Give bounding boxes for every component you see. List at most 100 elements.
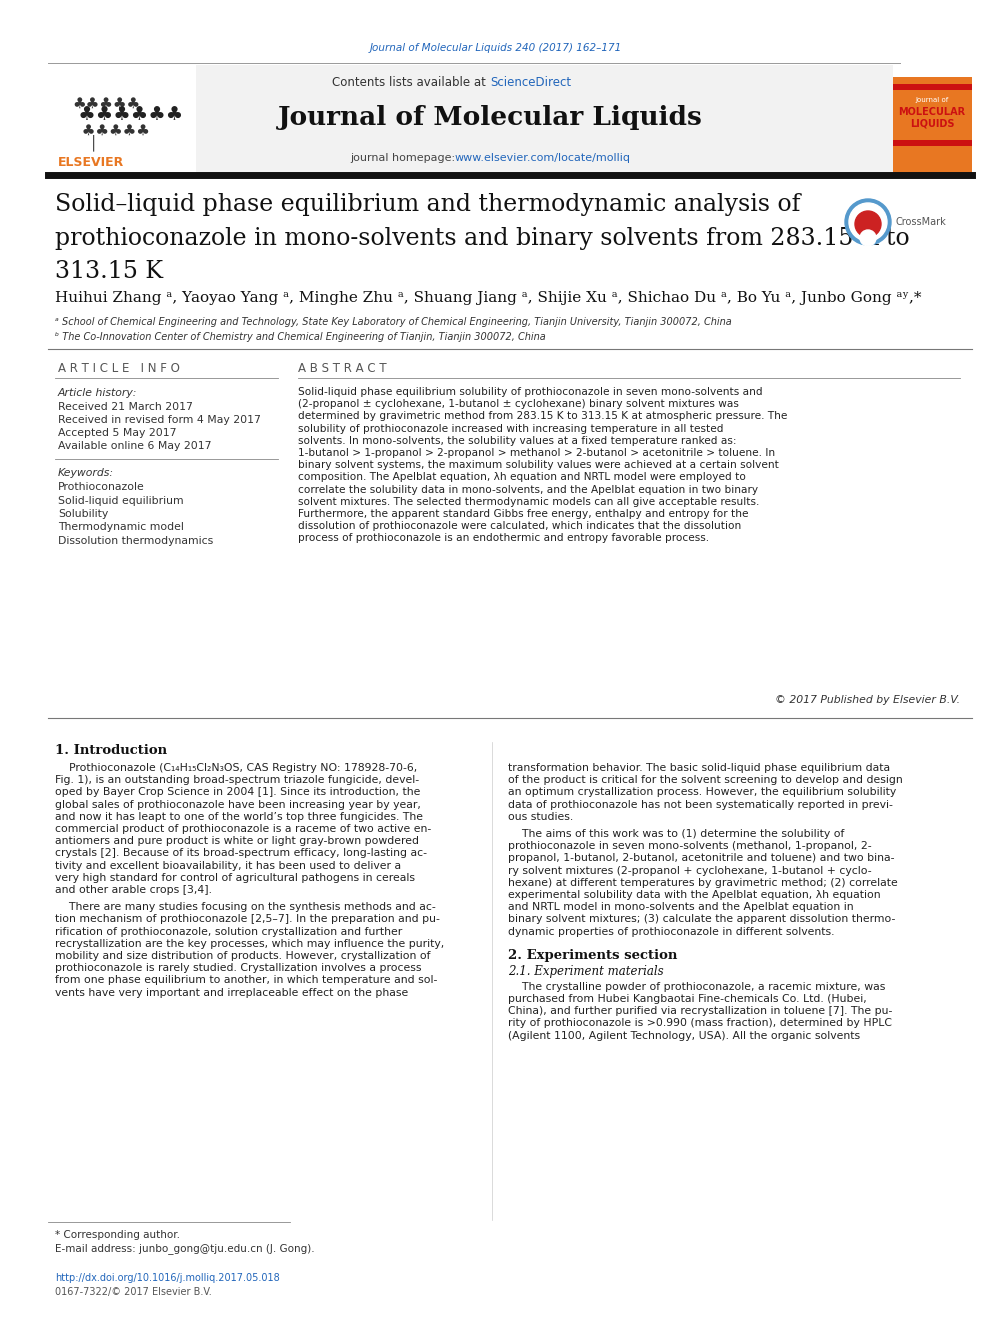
Text: Accepted 5 May 2017: Accepted 5 May 2017 xyxy=(58,429,177,438)
Text: China), and further purified via recrystallization in toluene [7]. The pu-: China), and further purified via recryst… xyxy=(508,1007,893,1016)
Text: solvents. In mono-solvents, the solubility values at a fixed temperature ranked : solvents. In mono-solvents, the solubili… xyxy=(298,435,736,446)
Text: ᵃ School of Chemical Engineering and Technology, State Key Laboratory of Chemica: ᵃ School of Chemical Engineering and Tec… xyxy=(55,318,732,327)
Text: tivity and excellent bioavailability, it has been used to deliver a: tivity and excellent bioavailability, it… xyxy=(55,860,401,871)
Text: Solid-liquid equilibrium: Solid-liquid equilibrium xyxy=(58,496,184,505)
Text: 1. Introduction: 1. Introduction xyxy=(55,744,167,757)
Text: prothioconazole in mono-solvents and binary solvents from 283.15 K to: prothioconazole in mono-solvents and bin… xyxy=(55,226,910,250)
Circle shape xyxy=(845,198,891,245)
Circle shape xyxy=(849,202,887,241)
Text: prothioconazole is rarely studied. Crystallization involves a process: prothioconazole is rarely studied. Cryst… xyxy=(55,963,422,974)
Text: http://dx.doi.org/10.1016/j.molliq.2017.05.018: http://dx.doi.org/10.1016/j.molliq.2017.… xyxy=(55,1273,280,1283)
Text: * Corresponding author.: * Corresponding author. xyxy=(55,1230,180,1240)
Text: ᵇ The Co-Innovation Center of Chemistry and Chemical Engineering of Tianjin, Tia: ᵇ The Co-Innovation Center of Chemistry … xyxy=(55,332,546,343)
Text: transformation behavior. The basic solid-liquid phase equilibrium data: transformation behavior. The basic solid… xyxy=(508,763,890,773)
Circle shape xyxy=(855,210,881,237)
Text: binary solvent systems, the maximum solubility values were achieved at a certain: binary solvent systems, the maximum solu… xyxy=(298,460,779,470)
Text: Journal of Molecular Liquids: Journal of Molecular Liquids xyxy=(278,106,702,131)
Text: │: │ xyxy=(72,135,98,151)
Text: Fig. 1), is an outstanding broad-spectrum triazole fungicide, devel-: Fig. 1), is an outstanding broad-spectru… xyxy=(55,775,420,785)
Text: ScienceDirect: ScienceDirect xyxy=(490,77,571,90)
Text: CrossMark: CrossMark xyxy=(896,217,946,228)
Text: Received 21 March 2017: Received 21 March 2017 xyxy=(58,402,192,411)
Text: and other arable crops [3,4].: and other arable crops [3,4]. xyxy=(55,885,212,894)
Text: very high standard for control of agricultural pathogens in cereals: very high standard for control of agricu… xyxy=(55,873,415,882)
Text: an optimum crystallization process. However, the equilibrium solubility: an optimum crystallization process. Howe… xyxy=(508,787,896,798)
Text: Keywords:: Keywords: xyxy=(58,468,114,478)
Text: data of prothioconazole has not been systematically reported in previ-: data of prothioconazole has not been sys… xyxy=(508,799,893,810)
Text: (2-propanol ± cyclohexane, 1-butanol ± cyclohexane) binary solvent mixtures was: (2-propanol ± cyclohexane, 1-butanol ± c… xyxy=(298,400,739,409)
Text: global sales of prothioconazole have been increasing year by year,: global sales of prothioconazole have bee… xyxy=(55,799,421,810)
Text: A R T I C L E   I N F O: A R T I C L E I N F O xyxy=(58,361,180,374)
Text: vents have very important and irreplaceable effect on the phase: vents have very important and irreplacea… xyxy=(55,987,409,998)
Text: rity of prothioconazole is >0.990 (mass fraction), determined by HPLC: rity of prothioconazole is >0.990 (mass … xyxy=(508,1019,892,1028)
Text: and NRTL model in mono-solvents and the Apelblat equation in: and NRTL model in mono-solvents and the … xyxy=(508,902,854,912)
Text: solubility of prothioconazole increased with increasing temperature in all teste: solubility of prothioconazole increased … xyxy=(298,423,723,434)
Text: Prothioconazole: Prothioconazole xyxy=(58,482,145,492)
Text: propanol, 1-butanol, 2-butanol, acetonitrile and toluene) and two bina-: propanol, 1-butanol, 2-butanol, acetonit… xyxy=(508,853,895,864)
Text: Journal of: Journal of xyxy=(916,97,948,103)
Text: Dissolution thermodynamics: Dissolution thermodynamics xyxy=(58,536,213,546)
Text: Article history:: Article history: xyxy=(58,388,137,398)
FancyBboxPatch shape xyxy=(893,83,972,90)
Text: 2.1. Experiment materials: 2.1. Experiment materials xyxy=(508,966,664,978)
Text: Solid-liquid phase equilibrium solubility of prothioconazole in seven mono-solve: Solid-liquid phase equilibrium solubilit… xyxy=(298,388,763,397)
Text: Contents lists available at: Contents lists available at xyxy=(332,77,490,90)
Text: process of prothioconazole is an endothermic and entropy favorable process.: process of prothioconazole is an endothe… xyxy=(298,533,709,544)
Text: ♣♣♣♣♣♣: ♣♣♣♣♣♣ xyxy=(72,106,184,124)
Text: Available online 6 May 2017: Available online 6 May 2017 xyxy=(58,441,211,451)
Text: Prothioconazole (C₁₄H₁₅Cl₂N₃OS, CAS Registry NO: 178928-70-6,: Prothioconazole (C₁₄H₁₅Cl₂N₃OS, CAS Regi… xyxy=(55,763,418,773)
Text: (Agilent 1100, Agilent Technology, USA). All the organic solvents: (Agilent 1100, Agilent Technology, USA).… xyxy=(508,1031,860,1041)
Text: MOLECULAR: MOLECULAR xyxy=(899,107,965,116)
Text: © 2017 Published by Elsevier B.V.: © 2017 Published by Elsevier B.V. xyxy=(775,695,960,705)
Text: The aims of this work was to (1) determine the solubility of: The aims of this work was to (1) determi… xyxy=(508,830,844,839)
Text: 2. Experiments section: 2. Experiments section xyxy=(508,950,678,962)
Text: commercial product of prothioconazole is a raceme of two active en-: commercial product of prothioconazole is… xyxy=(55,824,432,833)
Text: ry solvent mixtures (2-propanol + cyclohexane, 1-butanol + cyclo-: ry solvent mixtures (2-propanol + cycloh… xyxy=(508,865,872,876)
Text: correlate the solubility data in mono-solvents, and the Apelblat equation in two: correlate the solubility data in mono-so… xyxy=(298,484,758,495)
Text: journal homepage:: journal homepage: xyxy=(350,153,458,163)
Text: tion mechanism of prothioconazole [2,5–7]. In the preparation and pu-: tion mechanism of prothioconazole [2,5–7… xyxy=(55,914,439,925)
Text: The crystalline powder of prothioconazole, a racemic mixture, was: The crystalline powder of prothioconazol… xyxy=(508,982,886,992)
Text: ELSEVIER: ELSEVIER xyxy=(58,156,124,169)
FancyBboxPatch shape xyxy=(48,65,196,173)
Text: solvent mixtures. The selected thermodynamic models can all give acceptable resu: solvent mixtures. The selected thermodyn… xyxy=(298,497,759,507)
Text: Furthermore, the apparent standard Gibbs free energy, enthalpy and entropy for t: Furthermore, the apparent standard Gibbs… xyxy=(298,509,749,519)
FancyBboxPatch shape xyxy=(893,65,972,77)
Text: mobility and size distribution of products. However, crystallization of: mobility and size distribution of produc… xyxy=(55,951,431,960)
Text: from one phase equilibrium to another, in which temperature and sol-: from one phase equilibrium to another, i… xyxy=(55,975,437,986)
Text: purchased from Hubei Kangbaotai Fine-chemicals Co. Ltd. (Hubei,: purchased from Hubei Kangbaotai Fine-che… xyxy=(508,994,867,1004)
Circle shape xyxy=(860,230,876,246)
Text: crystals [2]. Because of its broad-spectrum efficacy, long-lasting ac-: crystals [2]. Because of its broad-spect… xyxy=(55,848,427,859)
Text: Journal of Molecular Liquids 240 (2017) 162–171: Journal of Molecular Liquids 240 (2017) … xyxy=(370,44,622,53)
Text: Solubility: Solubility xyxy=(58,509,108,519)
Text: A B S T R A C T: A B S T R A C T xyxy=(298,361,387,374)
Text: Thermodynamic model: Thermodynamic model xyxy=(58,523,184,532)
FancyBboxPatch shape xyxy=(48,65,893,173)
Text: recrystallization are the key processes, which may influence the purity,: recrystallization are the key processes,… xyxy=(55,939,444,949)
Text: 0167-7322/© 2017 Elsevier B.V.: 0167-7322/© 2017 Elsevier B.V. xyxy=(55,1287,211,1297)
Text: binary solvent mixtures; (3) calculate the apparent dissolution thermo-: binary solvent mixtures; (3) calculate t… xyxy=(508,914,896,925)
Text: and now it has leapt to one of the world’s top three fungicides. The: and now it has leapt to one of the world… xyxy=(55,812,423,822)
Text: experimental solubility data with the Apelblat equation, λh equation: experimental solubility data with the Ap… xyxy=(508,890,881,900)
Text: Received in revised form 4 May 2017: Received in revised form 4 May 2017 xyxy=(58,415,261,425)
Text: ♣♣♣♣♣: ♣♣♣♣♣ xyxy=(72,95,140,111)
Text: ♣♣♣♣♣: ♣♣♣♣♣ xyxy=(72,123,150,138)
Text: determined by gravimetric method from 283.15 K to 313.15 K at atmospheric pressu: determined by gravimetric method from 28… xyxy=(298,411,788,422)
Text: of the product is critical for the solvent screening to develop and design: of the product is critical for the solve… xyxy=(508,775,903,785)
Text: prothioconazole in seven mono-solvents (methanol, 1-propanol, 2-: prothioconazole in seven mono-solvents (… xyxy=(508,841,872,851)
Text: LIQUIDS: LIQUIDS xyxy=(910,119,954,130)
Text: 1-butanol > 1-propanol > 2-propanol > methanol > 2-butanol > acetonitrile > tolu: 1-butanol > 1-propanol > 2-propanol > me… xyxy=(298,448,775,458)
Text: dissolution of prothioconazole were calculated, which indicates that the dissolu: dissolution of prothioconazole were calc… xyxy=(298,521,741,532)
Text: Solid–liquid phase equilibrium and thermodynamic analysis of: Solid–liquid phase equilibrium and therm… xyxy=(55,193,801,217)
FancyBboxPatch shape xyxy=(893,140,972,146)
Text: antiomers and pure product is white or light gray-brown powdered: antiomers and pure product is white or l… xyxy=(55,836,419,847)
Text: composition. The Apelblat equation, λh equation and NRTL model were employed to: composition. The Apelblat equation, λh e… xyxy=(298,472,746,483)
Text: hexane) at different temperatures by gravimetric method; (2) correlate: hexane) at different temperatures by gra… xyxy=(508,877,898,888)
Text: E-mail address: junbo_gong@tju.edu.cn (J. Gong).: E-mail address: junbo_gong@tju.edu.cn (J… xyxy=(55,1244,314,1254)
Text: www.elsevier.com/locate/molliq: www.elsevier.com/locate/molliq xyxy=(455,153,631,163)
Text: ous studies.: ous studies. xyxy=(508,812,573,822)
Text: Huihui Zhang ᵃ, Yaoyao Yang ᵃ, Minghe Zhu ᵃ, Shuang Jiang ᵃ, Shijie Xu ᵃ, Shicha: Huihui Zhang ᵃ, Yaoyao Yang ᵃ, Minghe Zh… xyxy=(55,291,922,306)
Text: rification of prothioconazole, solution crystallization and further: rification of prothioconazole, solution … xyxy=(55,926,402,937)
Text: oped by Bayer Crop Science in 2004 [1]. Since its introduction, the: oped by Bayer Crop Science in 2004 [1]. … xyxy=(55,787,421,798)
FancyBboxPatch shape xyxy=(893,65,972,173)
